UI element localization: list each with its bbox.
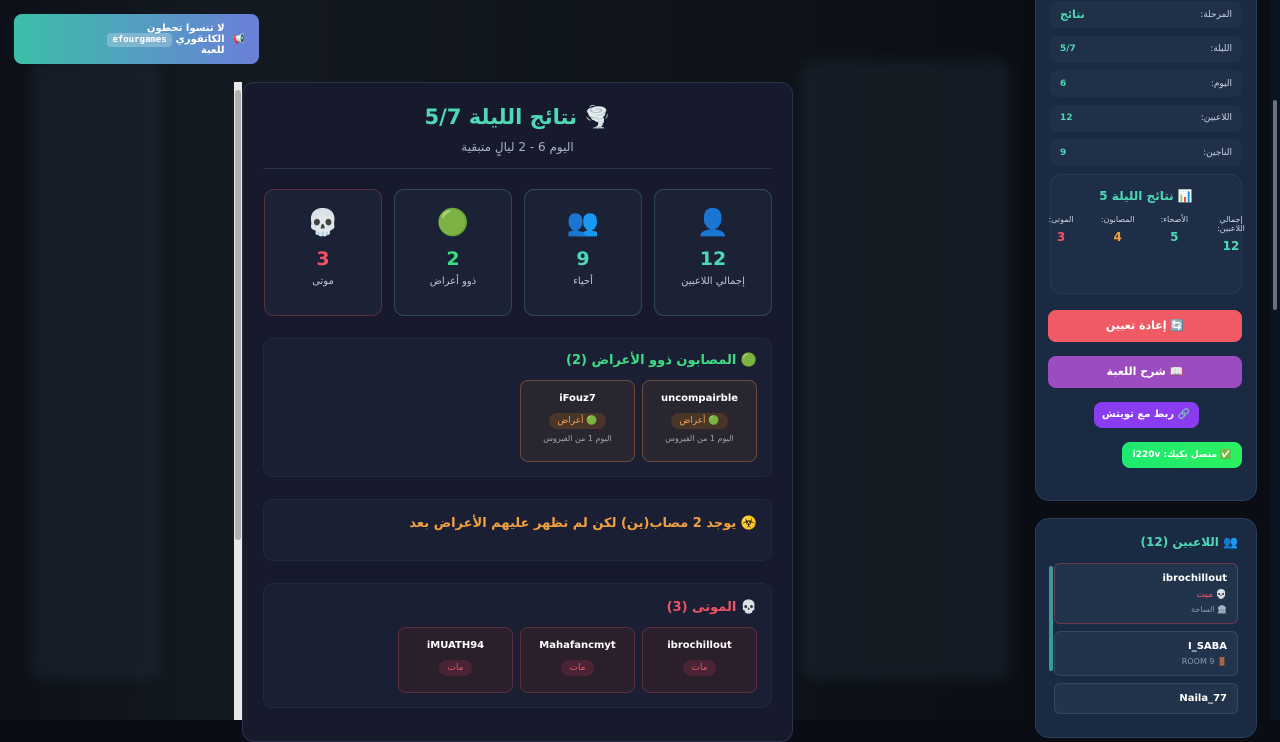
game-explanation-button[interactable]: 📖 شرح اللعبة xyxy=(1048,355,1242,388)
player-card[interactable]: Mahafancmyt مات xyxy=(520,627,635,693)
player-list-item[interactable]: I_SABA 🚪 ROOM 9 xyxy=(1054,631,1238,676)
players-title: 👥 اللاعبين (12) xyxy=(1140,535,1239,549)
status-badge: 🟢 أعراض xyxy=(671,413,728,429)
twitch-connect-button[interactable]: 🔗 ربط مع تويتش xyxy=(1093,401,1199,428)
stat-label: ذوو أعراض xyxy=(429,276,477,287)
summary-total: إجمالي اللاعبين: 12 xyxy=(1217,214,1245,253)
modal-scrollbar[interactable] xyxy=(234,82,242,720)
players-panel: 👥 اللاعبين (12) ibrochillout 💀 ميت 🏛️ السا… xyxy=(1035,518,1257,738)
info-label: المرحلة: xyxy=(1200,9,1232,20)
dead-section: 💀 الموتى (3) ibrochillout مات Mahafancmyt… xyxy=(263,583,772,708)
stat-label: إجمالي اللاعبين xyxy=(681,276,745,287)
stat-value: 3 xyxy=(316,248,330,270)
stat-value: 9 xyxy=(576,248,590,270)
player-list-item[interactable]: Naila_77 xyxy=(1054,683,1238,714)
summary-dead: الموتى: 3 xyxy=(1048,214,1074,244)
megaphone-icon: 📢 xyxy=(232,33,245,45)
player-name: uncompairble xyxy=(660,393,739,404)
night-results-modal: 🌪️ نتائج الليلة 5/7 اليوم 6 - 2 ليالٍ مت… xyxy=(242,82,793,742)
modal-title: 🌪️ نتائج الليلة 5/7 xyxy=(424,105,611,129)
info-row-day: اليوم: 6 xyxy=(1050,70,1242,97)
player-card[interactable]: iFouz7 🟢 أعراض اليوم 1 من الفيروس xyxy=(520,380,635,462)
player-name: ibrochillout xyxy=(1162,573,1228,584)
stat-label: موتى xyxy=(312,276,334,287)
info-label: اليوم: xyxy=(1210,78,1232,89)
status-badge: مات xyxy=(439,660,472,676)
player-name: Mahafancmyt xyxy=(539,640,616,651)
player-room: 🚪 ROOM 9 xyxy=(1181,657,1227,666)
stats-row: 👤 12 إجمالي اللاعبين 👥 9 أحياء 🟢 2 ذوو أعراض 💀… xyxy=(263,189,772,316)
info-value: 5/7 xyxy=(1060,44,1076,54)
night-summary-title: 📊 نتائج الليلة 5 xyxy=(1099,188,1193,203)
toast-text: لا تنسوا تحطون الكاتقوريefourgames للعبة xyxy=(28,23,225,56)
section-title: 💀 الموتى (3) xyxy=(666,600,757,615)
player-card[interactable]: iMUATH94 مات xyxy=(398,627,513,693)
player-card[interactable]: uncompairble 🟢 أعراض اليوم 1 من الفيروس xyxy=(642,380,757,462)
status-badge: مات xyxy=(561,660,594,676)
reset-button[interactable]: 🔄 إعادة تعيين xyxy=(1048,309,1242,342)
summary-healthy: الأصحاء: 5 xyxy=(1160,214,1189,244)
hidden-infected-section: ☣️ يوجد 2 مصاب(ين) لكن لم تظهر عليهم الأ… xyxy=(263,499,772,561)
category-code: efourgames xyxy=(107,32,172,47)
info-row-survivors: الناجين: 9 xyxy=(1050,139,1242,166)
players-list-scrollbar[interactable] xyxy=(1049,566,1053,671)
game-info-panel: المرحلة: نتائج الليلة: 5/7 اليوم: 6 اللاعبي… xyxy=(1035,0,1257,501)
stat-total: 👤 12 إجمالي اللاعبين xyxy=(654,189,772,316)
player-card[interactable]: ibrochillout مات xyxy=(642,627,757,693)
page-scrollbar[interactable] xyxy=(1270,0,1280,720)
summary-infected: المصابون: 4 xyxy=(1100,214,1135,244)
info-label: اللاعبين: xyxy=(1200,113,1232,123)
info-row-phase: المرحلة: نتائج xyxy=(1050,1,1242,28)
info-value: 6 xyxy=(1060,78,1067,89)
info-value: 9 xyxy=(1060,147,1067,158)
stat-dead: 💀 3 موتى xyxy=(264,189,382,316)
people-icon: 👥 xyxy=(566,208,600,238)
info-value: 12 xyxy=(1060,113,1073,123)
divider xyxy=(263,168,772,169)
stat-value: 2 xyxy=(446,248,460,270)
hidden-infected-text: ☣️ يوجد 2 مصاب(ين) لكن لم تظهر عليهم الأ… xyxy=(409,516,757,531)
info-row-players: اللاعبين: 12 xyxy=(1050,104,1242,132)
symptomatic-section: 🟢 المصابون ذوو الأعراض (2) uncompairble 🟢… xyxy=(263,338,772,477)
info-value: نتائج xyxy=(1060,8,1085,21)
status-badge: 🟢 أعراض xyxy=(549,413,606,429)
stat-symptomatic: 🟢 2 ذوو أعراض xyxy=(394,189,512,316)
stat-alive: 👥 9 أحياء xyxy=(524,189,642,316)
info-label: الناجين: xyxy=(1203,147,1232,158)
status-badge: مات xyxy=(683,660,716,676)
player-name: ibrochillout xyxy=(667,640,732,651)
player-name: I_SABA xyxy=(1187,641,1227,652)
player-room: 🏛️ الساحة xyxy=(1191,605,1227,614)
person-icon: 👤 xyxy=(696,208,730,238)
player-name: Naila_77 xyxy=(1179,693,1227,704)
night-summary: 📊 نتائج الليلة 5 إجمالي اللاعبين: 12 الأص… xyxy=(1049,173,1245,294)
section-title: 🟢 المصابون ذوو الأعراض (2) xyxy=(566,353,757,368)
info-label: الليلة: xyxy=(1210,44,1232,54)
stat-value: 12 xyxy=(699,248,727,270)
player-status: 💀 ميت xyxy=(1196,590,1227,600)
player-note: اليوم 1 من الفيروس xyxy=(543,434,612,443)
player-list-item[interactable]: ibrochillout 💀 ميت 🏛️ الساحة xyxy=(1054,563,1238,624)
toast-notification: 📢 لا تنسوا تحطون الكاتقوريefourgames للعب… xyxy=(14,14,259,64)
modal-subtitle: اليوم 6 - 2 ليالٍ متبقية xyxy=(461,140,574,154)
skull-icon: 💀 xyxy=(306,208,340,238)
player-note: اليوم 1 من الفيروس xyxy=(665,434,734,443)
green-circle-icon: 🟢 xyxy=(436,208,470,238)
player-name: iMUATH94 xyxy=(426,640,485,651)
kick-connected-badge: ✅ متصل بكيك: i220v xyxy=(1122,441,1242,468)
info-row-night: الليلة: 5/7 xyxy=(1050,35,1242,63)
stat-label: أحياء xyxy=(573,276,593,287)
player-name: iFouz7 xyxy=(559,393,596,404)
